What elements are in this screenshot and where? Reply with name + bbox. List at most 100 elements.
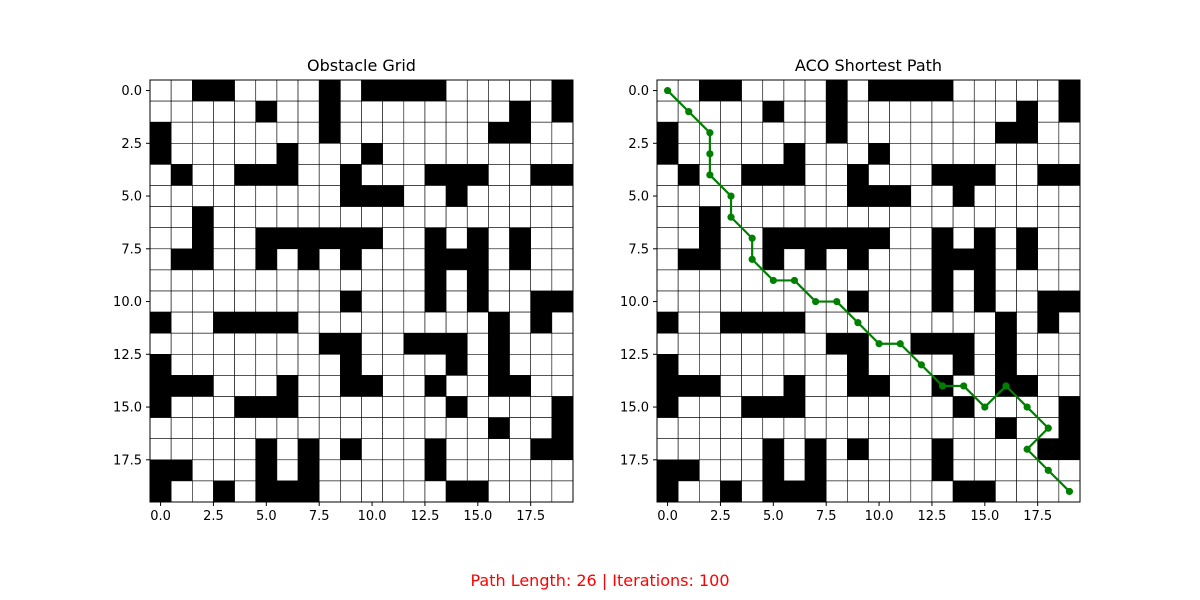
free-cell — [1016, 332, 1038, 355]
path-point — [1023, 403, 1031, 411]
obstacle-cell — [677, 459, 700, 482]
free-cell — [741, 121, 764, 144]
free-cell — [551, 311, 574, 334]
free-cell — [340, 79, 362, 102]
obstacle-cell — [424, 269, 447, 292]
free-cell — [677, 290, 700, 313]
free-cell — [149, 417, 172, 440]
free-cell — [698, 290, 721, 313]
free-cell — [403, 164, 426, 186]
free-cell — [445, 100, 468, 123]
x-axis-ticks: 0.0 2.5 5.0 7.5 10.0 12.5 15.0 17.5 — [657, 502, 1052, 524]
free-cell — [995, 227, 1017, 250]
obstacle-cell — [973, 480, 996, 503]
free-cell — [1058, 185, 1081, 207]
path-point — [1044, 466, 1052, 474]
free-cell — [318, 459, 341, 482]
obstacle-cell — [276, 164, 299, 186]
free-cell — [804, 164, 827, 186]
free-cell — [973, 79, 996, 102]
free-cell — [276, 248, 299, 271]
free-cell — [910, 100, 933, 123]
free-cell — [509, 164, 531, 186]
free-cell — [868, 164, 890, 186]
free-cell — [741, 290, 764, 313]
obstacle-cell — [361, 375, 383, 397]
obstacle-cell — [191, 248, 214, 271]
free-cell — [783, 185, 806, 207]
x-tick-label: 5.0 — [763, 509, 784, 524]
free-cell — [698, 311, 721, 334]
obstacle-cell — [509, 121, 531, 144]
free-cell — [973, 142, 996, 165]
free-cell — [255, 332, 278, 355]
obstacle-cell — [466, 480, 489, 503]
free-cell — [741, 353, 764, 376]
free-cell — [889, 417, 912, 440]
free-cell — [1058, 227, 1081, 250]
free-cell — [382, 227, 405, 250]
path-point — [833, 297, 841, 306]
obstacle-cell — [931, 290, 954, 313]
free-cell — [698, 185, 721, 207]
obstacle-cell — [340, 227, 362, 250]
obstacle-cell — [1037, 438, 1060, 461]
obstacle-cell — [783, 480, 806, 503]
free-cell — [191, 480, 214, 503]
path-point — [854, 319, 862, 327]
free-cell — [804, 375, 827, 397]
obstacle-cell — [297, 480, 320, 503]
free-cell — [361, 290, 383, 313]
free-cell — [255, 375, 278, 397]
free-cell — [868, 269, 890, 292]
free-cell — [825, 142, 848, 165]
free-cell — [318, 206, 341, 228]
free-cell — [234, 248, 257, 271]
free-cell — [509, 185, 531, 207]
free-cell — [382, 459, 405, 482]
obstacle-cell — [466, 290, 489, 313]
free-cell — [677, 480, 700, 503]
free-cell — [698, 353, 721, 376]
free-cell — [551, 459, 574, 482]
free-cell — [847, 396, 869, 418]
y-tick-label: 10.0 — [113, 295, 142, 310]
free-cell — [698, 438, 721, 461]
free-cell — [297, 353, 320, 376]
path-point — [981, 403, 989, 411]
free-cell — [973, 417, 996, 440]
free-cell — [488, 185, 510, 207]
free-cell — [825, 311, 848, 334]
free-cell — [1037, 396, 1060, 418]
free-cell — [255, 121, 278, 144]
free-cell — [361, 332, 383, 355]
free-cell — [170, 290, 193, 313]
free-cell — [361, 206, 383, 228]
free-cell — [677, 417, 700, 440]
y-tick-label: 0.0 — [121, 84, 142, 99]
free-cell — [931, 417, 954, 440]
free-cell — [720, 332, 742, 355]
x-tick-label: 0.0 — [657, 509, 678, 524]
free-cell — [783, 332, 806, 355]
free-cell — [149, 79, 172, 102]
free-cell — [213, 459, 235, 482]
free-cell — [255, 185, 278, 207]
obstacle-grid-panel: Obstacle Grid 0.0 2.5 5.0 7.5 10.0 12.5 15.0 17… — [113, 56, 574, 524]
obstacle-cell — [931, 248, 954, 271]
free-cell — [297, 290, 320, 313]
obstacle-cell — [213, 311, 235, 334]
free-cell — [466, 100, 489, 123]
free-cell — [170, 396, 193, 418]
free-cell — [551, 332, 574, 355]
free-cell — [276, 290, 299, 313]
path-point — [938, 382, 947, 390]
free-cell — [910, 396, 933, 418]
obstacle-cell — [931, 79, 954, 102]
free-cell — [297, 396, 320, 418]
obstacle-cell — [741, 164, 764, 186]
free-cell — [445, 438, 468, 461]
free-cell — [656, 248, 679, 271]
free-cell — [276, 332, 299, 355]
free-cell — [276, 185, 299, 207]
